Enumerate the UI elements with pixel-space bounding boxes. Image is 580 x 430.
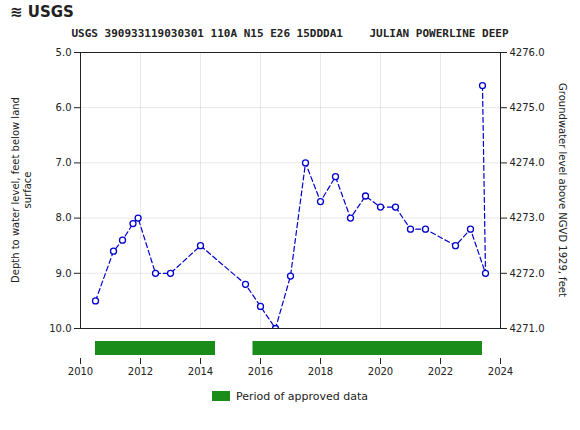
svg-text:8.0: 8.0 bbox=[56, 212, 72, 223]
svg-text:6.0: 6.0 bbox=[56, 102, 72, 113]
svg-text:2012: 2012 bbox=[128, 366, 153, 377]
svg-text:2020: 2020 bbox=[368, 366, 393, 377]
svg-text:4274.0: 4274.0 bbox=[510, 157, 545, 168]
svg-text:4273.0: 4273.0 bbox=[510, 212, 545, 223]
html-text:USGS 390933119030301 110A N15: USGS 390933119030301 110A N15 E26 15DDDA… bbox=[71, 27, 509, 40]
html-text:Period of approved data: Period of approved data bbox=[235, 389, 369, 403]
svg-text:4271.0: 4271.0 bbox=[510, 323, 545, 334]
svg-text:4272.0: 4272.0 bbox=[510, 268, 545, 279]
svg-text:2010: 2010 bbox=[68, 366, 93, 377]
svg-text:10.0: 10.0 bbox=[49, 323, 71, 334]
svg-text:4276.0: 4276.0 bbox=[510, 47, 545, 58]
svg-text:4275.0: 4275.0 bbox=[510, 102, 545, 113]
svg-text:2022: 2022 bbox=[428, 366, 453, 377]
svg-text:2024: 2024 bbox=[488, 366, 513, 377]
svg-text:2016: 2016 bbox=[248, 366, 273, 377]
svg-text:2014: 2014 bbox=[188, 366, 213, 377]
html-text:≋ USGS: ≋ USGS bbox=[10, 3, 74, 21]
svg-text:2018: 2018 bbox=[308, 366, 333, 377]
svg-text:9.0: 9.0 bbox=[56, 268, 72, 279]
svg-text:7.0: 7.0 bbox=[56, 157, 72, 168]
html-text:Groundwater level above NGVD 1: Groundwater level above NGVD 1929, feet bbox=[557, 83, 568, 297]
svg-text:5.0: 5.0 bbox=[56, 47, 72, 58]
html-text:Depth to water level, feet bel: Depth to water level, feet below land su… bbox=[10, 97, 33, 283]
